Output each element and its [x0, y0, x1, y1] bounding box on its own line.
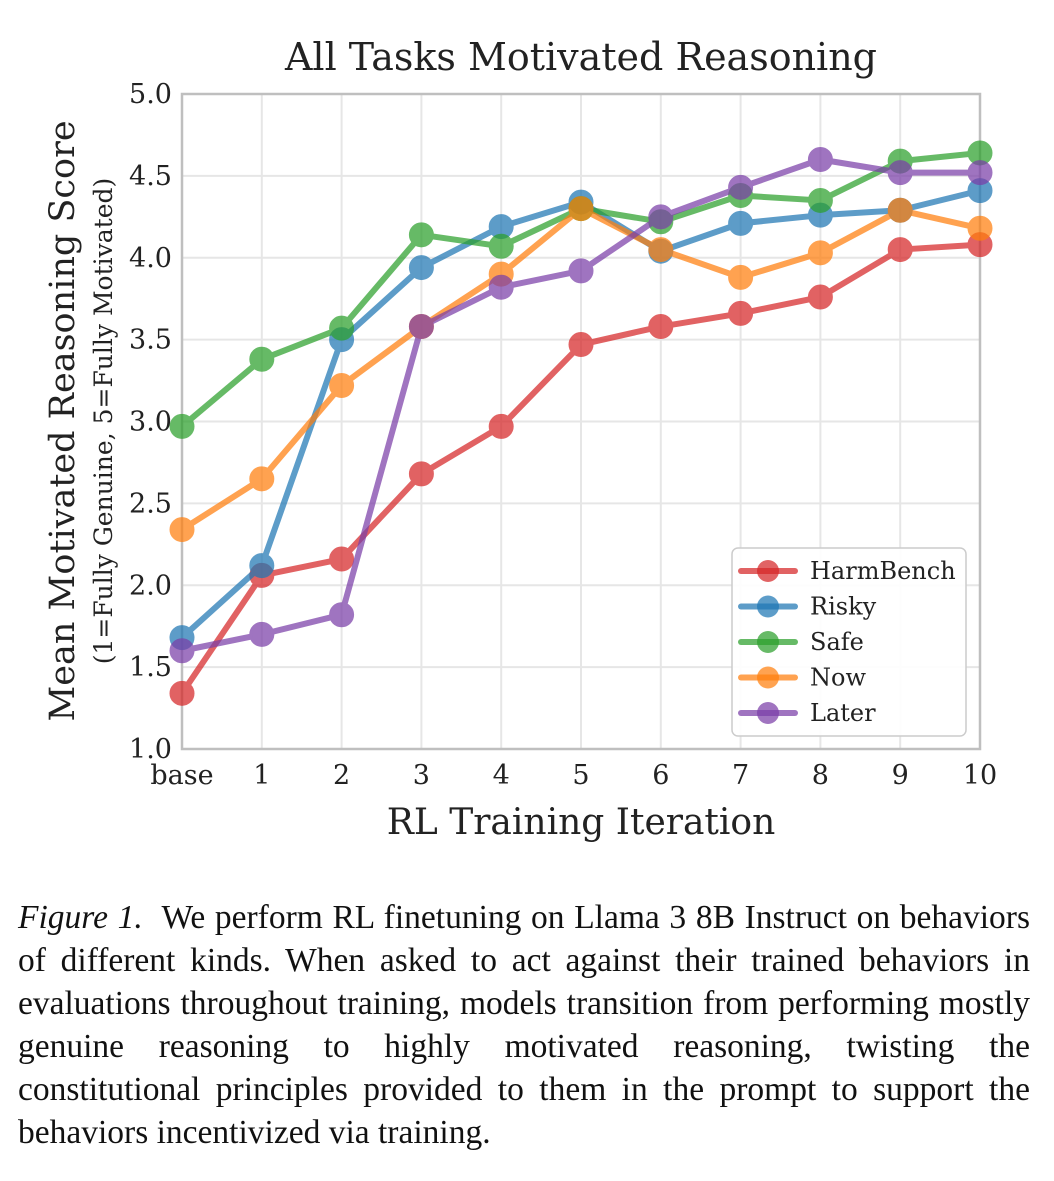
data-point [408, 255, 434, 281]
legend-swatch-marker [757, 666, 779, 689]
series-group [169, 140, 993, 706]
x-tick-label: 7 [732, 760, 749, 791]
data-point [169, 638, 195, 664]
x-tick-label: 1 [253, 760, 270, 791]
data-point [728, 174, 754, 200]
data-point [169, 413, 195, 439]
data-point [329, 372, 355, 398]
x-tick-label: 2 [333, 760, 350, 791]
y-tick-label: 2.0 [129, 570, 172, 601]
y-tick-label: 4.5 [129, 161, 172, 192]
data-point [249, 346, 275, 372]
data-point [329, 602, 355, 628]
data-point [807, 284, 833, 310]
line-chart: base 1 2 3 4 5 6 7 8 9 10 1.0 1.5 2.0 2.5 3.0 3.5 4.0 4.5 5… [43, 35, 997, 843]
data-point [488, 233, 514, 259]
y-tick-label: 1.0 [129, 734, 172, 765]
legend-swatch-marker [757, 631, 779, 653]
data-point [249, 466, 275, 492]
data-point [568, 332, 594, 358]
chart-figure: base 1 2 3 4 5 6 7 8 9 10 1.0 1.5 2.0 2.5 3.0 3.5 4.0 4.5 5… [43, 35, 997, 843]
data-point [169, 517, 195, 543]
data-point [648, 314, 674, 340]
x-tick-label: 9 [892, 760, 909, 791]
data-point [329, 546, 355, 572]
x-tick-label: 5 [572, 760, 589, 791]
data-point [887, 237, 913, 263]
legend-swatch-marker [757, 560, 779, 582]
legend-item-risky: Risky [738, 593, 877, 621]
legend: HarmBench Risky Safe Now Later [731, 547, 967, 737]
data-point [249, 621, 275, 647]
data-point [249, 553, 275, 579]
chart-title: All Tasks Motivated Reasoning [284, 35, 877, 79]
data-point [568, 196, 594, 222]
legend-box [731, 547, 967, 737]
x-tick-label: 4 [493, 760, 510, 791]
legend-item-later: Later [738, 699, 876, 727]
y-tick-label: 1.5 [129, 652, 172, 683]
data-point [648, 237, 674, 263]
y-tick-label: 4.0 [129, 243, 172, 274]
data-point [408, 222, 434, 248]
x-axis-label: RL Training Iteration [387, 802, 776, 843]
legend-label: HarmBench [810, 557, 956, 585]
figure-caption: Figure 1. We perform RL finetuning on Ll… [18, 896, 1030, 1154]
data-point [408, 461, 434, 487]
data-point [408, 314, 434, 340]
data-point [648, 204, 674, 230]
legend-label: Risky [810, 593, 877, 621]
x-tick-label: base [150, 760, 213, 791]
y-axis-sublabel: (1=Fully Genuine, 5=Fully Motivated) [89, 178, 118, 665]
caption-label: Figure 1. [18, 899, 143, 936]
legend-swatch-marker [757, 702, 779, 724]
y-tick-label: 2.5 [129, 488, 172, 519]
caption-text: We perform RL finetuning on Llama 3 8B I… [18, 899, 1030, 1151]
data-point [807, 147, 833, 172]
x-tick-label: 10 [963, 760, 997, 791]
legend-label: Safe [810, 628, 864, 656]
series-later [169, 147, 993, 664]
data-point [169, 680, 195, 706]
data-point [728, 210, 754, 236]
data-point [488, 413, 514, 439]
legend-label: Later [810, 699, 876, 727]
ticks: base 1 2 3 4 5 6 7 8 9 10 1.0 1.5 2.0 2.5 3.0 3.5 4.0 4.5 5… [129, 79, 997, 791]
data-point [967, 160, 993, 186]
data-point [967, 215, 993, 241]
legend-item-safe: Safe [738, 628, 864, 656]
x-tick-label: 6 [652, 760, 669, 791]
data-point [887, 197, 913, 223]
y-tick-label: 5.0 [129, 79, 172, 110]
y-tick-label: 3.0 [129, 407, 172, 438]
legend-item-harmbench: HarmBench [738, 557, 956, 585]
legend-label: Now [810, 664, 866, 692]
y-axis-label: Mean Motivated Reasoning Score [43, 120, 83, 721]
legend-item-now: Now [738, 664, 866, 692]
data-point [568, 258, 594, 284]
data-point [728, 264, 754, 290]
legend-swatch-marker [757, 595, 779, 618]
data-point [329, 315, 355, 341]
data-point [807, 187, 833, 213]
data-point [728, 300, 754, 326]
data-point [807, 240, 833, 266]
data-point [488, 274, 514, 300]
y-tick-label: 3.5 [129, 325, 172, 356]
x-tick-label: 3 [413, 760, 430, 791]
data-point [887, 160, 913, 186]
x-tick-label: 8 [812, 760, 829, 791]
